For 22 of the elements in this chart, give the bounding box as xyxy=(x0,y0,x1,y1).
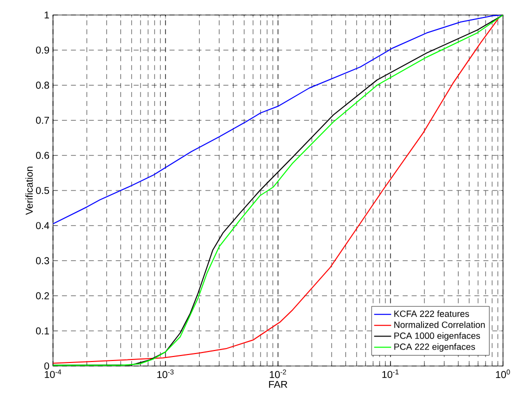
y-tick-label: 0.3 xyxy=(36,257,50,264)
legend-label: PCA 1000 eigenfaces xyxy=(394,332,480,341)
legend-label: PCA 222 eigenfaces xyxy=(394,343,476,352)
y-tick-label: 0 xyxy=(44,362,50,370)
y-axis-title: Verification xyxy=(25,166,33,215)
y-tick-label: 0.4 xyxy=(36,222,50,230)
y-tick-label: 0.5 xyxy=(36,186,50,194)
legend-label: KCFA 222 features xyxy=(394,310,470,317)
y-tick-label: 0.7 xyxy=(36,116,49,124)
y-tick-label: 0.2 xyxy=(36,292,49,300)
y-tick-label: 0.6 xyxy=(36,152,50,159)
x-axis-title: FAR xyxy=(269,380,288,388)
x-tick-label: 10$^{-2}$ xyxy=(270,370,286,378)
x-tick-label: 10$^{-1}$ xyxy=(382,370,399,378)
x-tick-label: 10$^{-4}$ xyxy=(44,370,62,378)
y-tick-label: 0.9 xyxy=(36,46,50,54)
x-tick-label: 10$^{0}$ xyxy=(496,370,510,378)
x-tick-label: 10$^{-3}$ xyxy=(157,370,174,378)
y-tick-label: 0.1 xyxy=(36,327,49,334)
legend-label: Normalized Correlation xyxy=(394,321,485,328)
y-tick-label: 1 xyxy=(44,12,49,18)
y-tick-label: 0.8 xyxy=(36,82,50,89)
